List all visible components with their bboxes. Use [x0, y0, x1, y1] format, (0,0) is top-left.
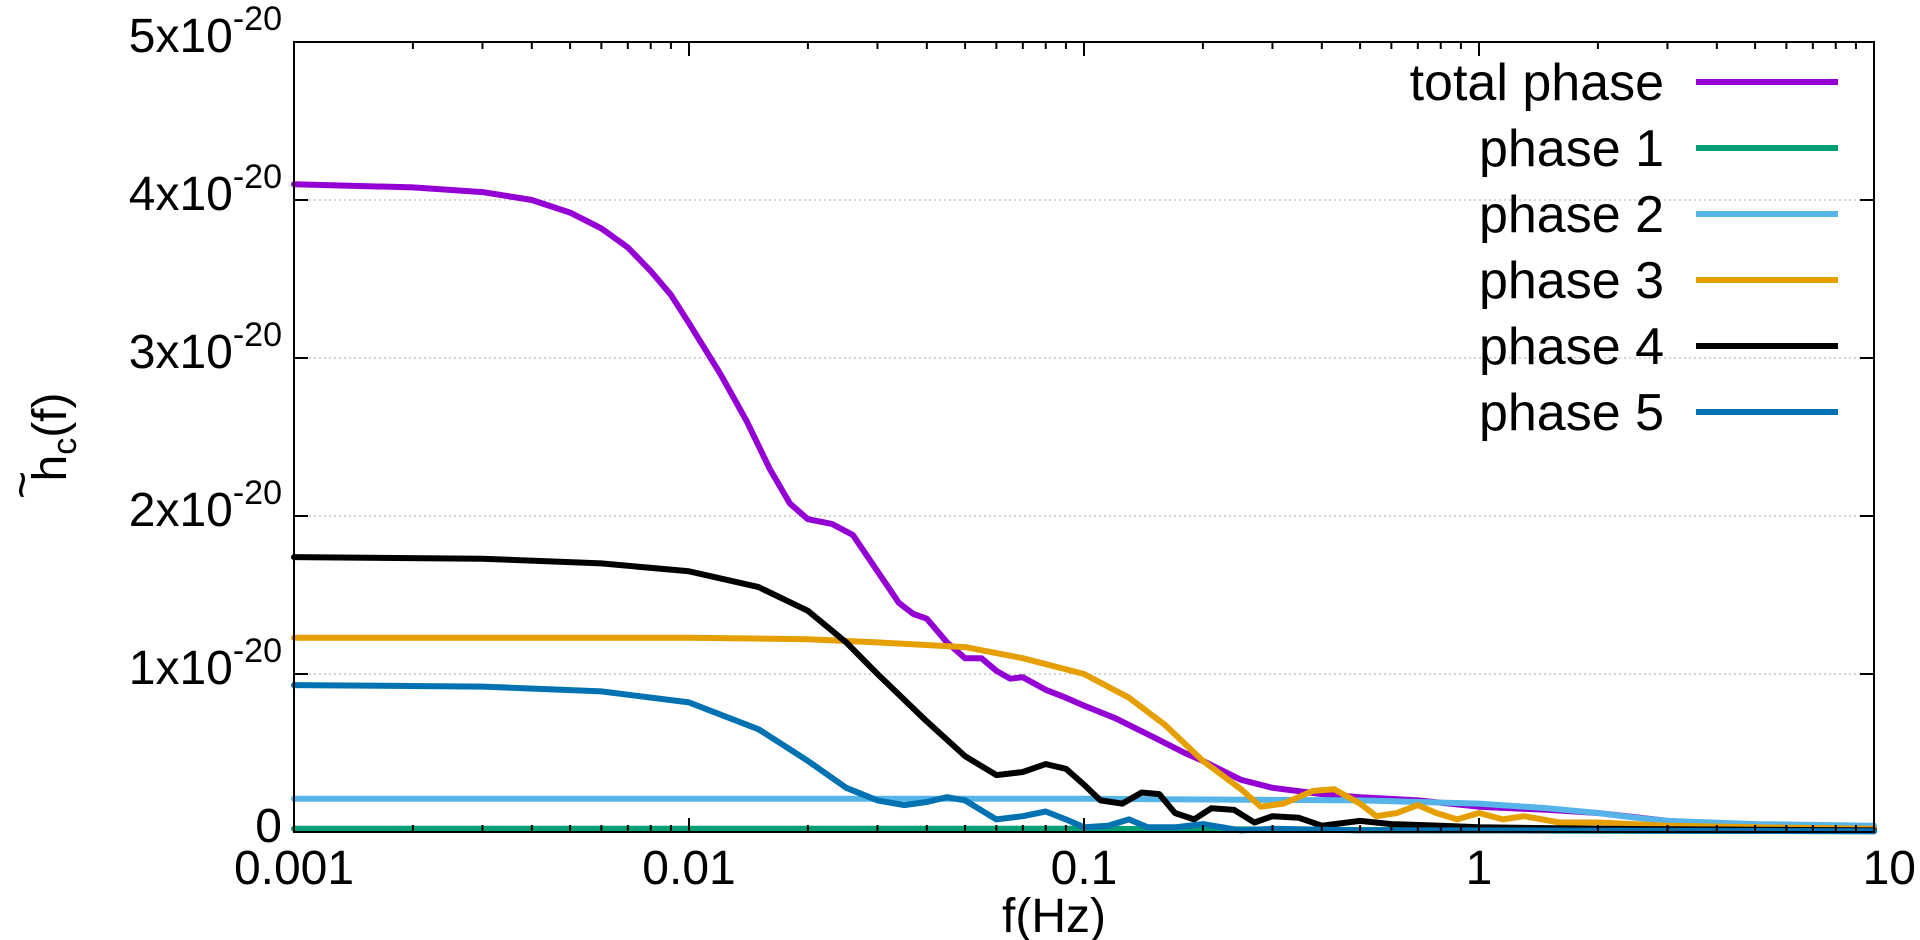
y-tick-label: 4x10-20	[129, 158, 282, 221]
axis-ticks	[293, 41, 1875, 833]
x-tick-labels: 0.001 0.01 0.1 1 10	[234, 842, 1916, 895]
legend-label: phase 2	[1479, 186, 1664, 244]
y-tick-label: 1x10-20	[129, 632, 282, 695]
x-tick-label: 0.01	[642, 842, 735, 895]
x-tick-label: 1	[1466, 842, 1493, 895]
x-tick-label: 0.1	[1051, 842, 1118, 895]
y-axis-title-main: h	[24, 455, 77, 482]
y-axis-title-sub: c	[46, 438, 84, 455]
x-axis-title: f(Hz)	[1002, 890, 1106, 940]
y-tick-label: 0	[255, 800, 282, 853]
legend-label: phase 1	[1479, 120, 1664, 178]
x-tick-label: 10	[1863, 842, 1916, 895]
y-axis-title-suffix: (f)	[24, 392, 77, 437]
series-line-phase-4	[291, 554, 1877, 834]
legend-label: phase 4	[1479, 318, 1664, 376]
legend-label: total phase	[1410, 54, 1664, 112]
legend: total phase phase 1 phase 2 phase 3 phase 4 p…	[1410, 54, 1838, 442]
y-axis-title-accent: ~	[0, 471, 49, 499]
y-tick-label: 2x10-20	[129, 474, 282, 537]
svg-text:hc(f): hc(f)	[24, 392, 84, 481]
series-line-phase-3	[291, 634, 1877, 832]
y-tick-label: 5x10-20	[129, 0, 282, 63]
legend-label: phase 3	[1479, 252, 1664, 310]
series-line-phase-5	[291, 682, 1877, 835]
y-axis-title: hc(f) ~	[0, 392, 84, 499]
legend-label: phase 5	[1479, 384, 1664, 442]
y-tick-label: 3x10-20	[129, 316, 282, 379]
y-tick-labels: 0 1x10-20 2x10-20 3x10-20 4x10-20 5x10-20	[129, 0, 282, 853]
x-tick-label: 0.001	[234, 842, 354, 895]
